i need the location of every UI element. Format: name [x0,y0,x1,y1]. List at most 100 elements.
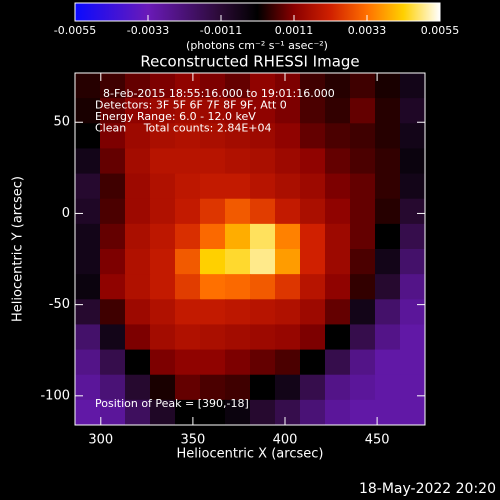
heatmap-cell [75,399,101,426]
heatmap-cell [300,148,326,175]
heatmap-cell [100,399,126,426]
heatmap-cell [350,374,376,401]
heatmap-cell [175,249,201,275]
heatmap-cell [175,299,201,325]
heatmap-cell [175,98,201,124]
heatmap-cell [350,399,376,426]
heatmap-cell [75,123,101,149]
heatmap-cell [100,73,126,99]
heatmap-cell [175,198,201,225]
heatmap-cell [400,173,426,200]
heatmap-cell [400,349,426,376]
heatmap-cell [125,374,151,401]
heatmap-cell [75,349,101,376]
heatmap-cell [375,173,401,200]
heatmap-cell [225,374,251,401]
heatmap-cell [75,324,101,351]
annotation: Detectors: 3F 5F 6F 7F 8F 9F, Att 0 [95,99,287,112]
heatmap-cell [225,249,251,275]
heatmap-cell [275,173,301,200]
colorbar-tick-label: -0.0033 [127,24,169,37]
heatmap-cell [150,73,176,99]
heatmap-cell [375,324,401,351]
heatmap-cell [200,349,226,376]
heatmap-cell [325,249,351,275]
heatmap-cell [375,198,401,225]
x-tick-label: 300 [88,433,113,448]
annotation: Energy Range: 6.0 - 12.0 keV [95,110,256,123]
heatmap-cell [75,299,101,325]
heatmap-cell [300,249,326,275]
heatmap-cell [200,324,226,351]
heatmap-cell [200,249,226,275]
heatmap-cell [250,324,276,351]
heatmap-cell [350,324,376,351]
heatmap-cell [250,374,276,401]
colorbar-tick-label: -0.0055 [54,24,96,37]
heatmap-cell [250,299,276,325]
x-tick-label: 450 [365,433,390,448]
heatmap-cell [300,274,326,300]
heatmap-cell [375,274,401,300]
heatmap-cell [400,98,426,124]
heatmap-cell [250,148,276,175]
heatmap-cell [200,73,226,99]
heatmap-cell [300,173,326,200]
heatmap-cell [175,374,201,401]
annotation: Clean Total counts: 2.84E+04 [95,122,272,135]
heatmap-cell [325,223,351,250]
heatmap-cell [275,374,301,401]
colorbar-tick-label: -0.0011 [200,24,242,37]
heatmap-cell [75,173,101,200]
heatmap-cell [350,223,376,250]
heatmap-cell [325,98,351,124]
colorbar-label: (photons cm⁻² s⁻¹ asec⁻²) [186,39,328,52]
heatmap-cell [275,123,301,149]
heatmap-cell [325,73,351,99]
heatmap-cell [125,324,151,351]
heatmap-cell [275,98,301,124]
heatmap-cell [125,173,151,200]
heatmap-cell [225,274,251,300]
heatmap-cell [375,223,401,250]
timestamp: 18-May-2022 20:20 [359,481,496,497]
heatmap-cell [250,399,276,426]
heatmap-cell [250,73,276,99]
heatmap-cell [150,274,176,300]
heatmap-cell [375,399,401,426]
heatmap-cell [75,274,101,300]
heatmap-cell [300,73,326,99]
heatmap-cell [350,148,376,175]
heatmap-cell [400,223,426,250]
heatmap-cell [100,274,126,300]
heatmap-cell [125,249,151,275]
heatmap-cell [250,274,276,300]
heatmap-cell [125,223,151,250]
heatmap-cell [300,399,326,426]
colorbar-tick-label: 0.0055 [421,24,460,37]
heatmap-cell [175,223,201,250]
heatmap-cell [150,98,176,124]
heatmap-cell [400,73,426,99]
heatmap-cell [225,148,251,175]
heatmap-cell [100,299,126,325]
y-axis-label: Heliocentric Y (arcsec) [11,176,26,322]
heatmap-cell [150,198,176,225]
heatmap-cell [150,223,176,250]
heatmap-cell [325,274,351,300]
heatmap-cell [225,173,251,200]
heatmap-cell [100,148,126,175]
heatmap-cell [200,299,226,325]
heatmap-cell [125,73,151,99]
y-tick-label: -50 [49,297,70,312]
heatmap-cell [275,73,301,99]
heatmap-cell [350,173,376,200]
heatmap-cell [225,98,251,124]
chart-title: Reconstructed RHESSI Image [140,53,359,71]
heatmap-cell [375,148,401,175]
heatmap-cell [300,198,326,225]
heatmap-cell [250,249,276,275]
heatmap-cell [325,198,351,225]
heatmap-cell [175,73,201,99]
